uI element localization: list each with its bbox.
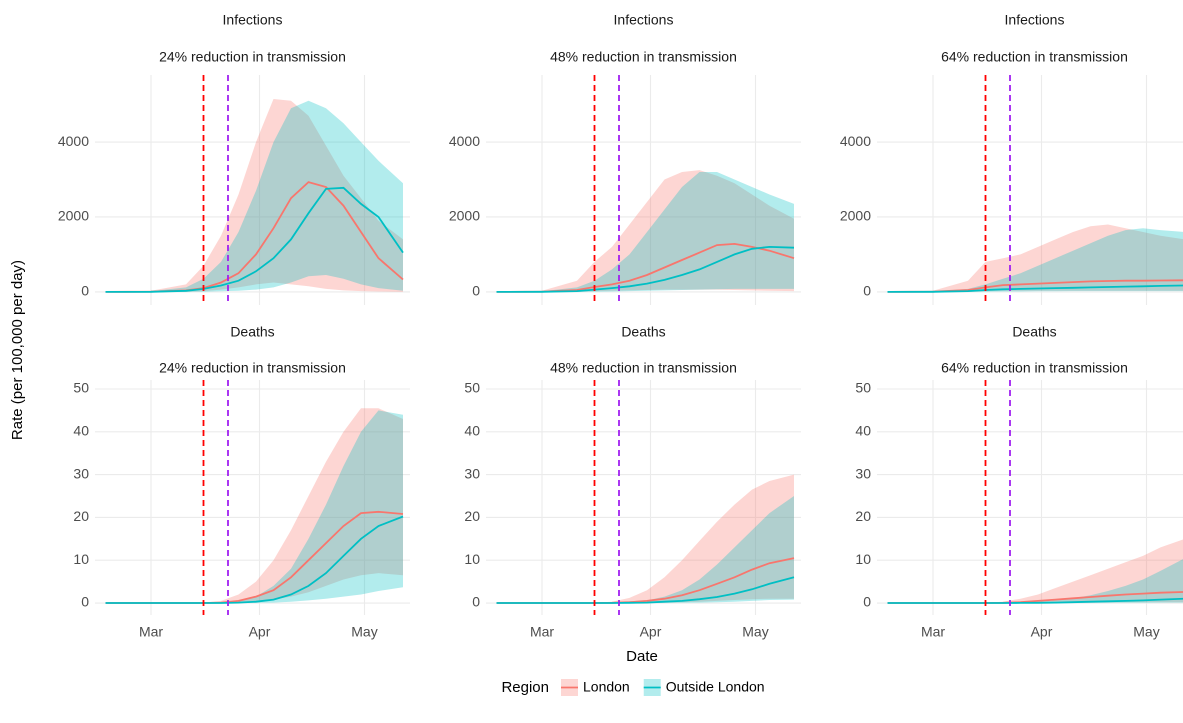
facet-title: Deaths <box>1012 324 1056 340</box>
legend-title: Region <box>501 679 549 696</box>
y-tick-label: 10 <box>464 551 480 567</box>
y-tick-label: 2000 <box>840 208 871 224</box>
y-tick-label: 20 <box>464 508 480 524</box>
y-tick-label: 0 <box>863 594 871 610</box>
x-tick-label: Apr <box>1031 624 1053 640</box>
facet-subtitle: 24% reduction in transmission <box>159 360 346 376</box>
ribbon <box>105 410 403 603</box>
x-tick-label: Mar <box>530 624 554 640</box>
ribbon <box>496 474 794 603</box>
facet-title: Deaths <box>230 324 274 340</box>
line <box>887 597 1183 604</box>
ribbon <box>887 224 1183 292</box>
x-tick-label: Apr <box>640 624 662 640</box>
facet-subtitle: 64% reduction in transmission <box>941 360 1128 376</box>
facet-title: Infections <box>1005 12 1065 28</box>
ribbon <box>496 172 794 292</box>
facet-title: Deaths <box>621 324 665 340</box>
ribbon <box>887 559 1183 603</box>
y-tick-label: 2000 <box>58 208 89 224</box>
y-tick-label: 10 <box>73 551 89 567</box>
y-tick-label: 30 <box>464 465 480 481</box>
line <box>496 245 795 293</box>
y-tick-label: 0 <box>81 283 89 299</box>
line <box>105 186 404 293</box>
y-tick-label: 4000 <box>840 133 871 149</box>
y-tick-label: 0 <box>472 594 480 610</box>
x-tick-label: Mar <box>139 624 163 640</box>
x-tick-label: May <box>1133 624 1159 640</box>
y-axis-title: Rate (per 100,000 per day) <box>9 260 26 440</box>
y-tick-label: 50 <box>855 380 871 396</box>
facet-subtitle: 64% reduction in transmission <box>941 49 1128 65</box>
y-tick-label: 4000 <box>449 133 480 149</box>
ribbon <box>105 99 403 292</box>
line <box>105 515 404 604</box>
y-tick-label: 4000 <box>58 133 89 149</box>
y-tick-label: 0 <box>81 594 89 610</box>
x-tick-label: May <box>742 624 768 640</box>
line <box>496 576 795 604</box>
facet-title: Infections <box>614 12 674 28</box>
y-tick-label: 40 <box>73 422 89 438</box>
ribbon <box>887 228 1183 292</box>
facet-subtitle: 48% reduction in transmission <box>550 49 737 65</box>
ribbon <box>496 496 794 603</box>
y-tick-label: 50 <box>464 380 480 396</box>
y-tick-label: 2000 <box>449 208 480 224</box>
x-tick-label: May <box>351 624 377 640</box>
x-tick-label: Apr <box>249 624 271 640</box>
facet-subtitle: 48% reduction in transmission <box>550 360 737 376</box>
y-tick-label: 0 <box>863 283 871 299</box>
ribbon <box>887 539 1183 603</box>
y-tick-label: 30 <box>855 465 871 481</box>
legend-label: London <box>583 679 630 695</box>
y-tick-label: 10 <box>855 551 871 567</box>
x-tick-label: Mar <box>921 624 945 640</box>
ribbon <box>105 408 403 603</box>
facet-title: Infections <box>223 12 283 28</box>
legend-label: Outside London <box>666 679 765 695</box>
y-tick-label: 0 <box>472 283 480 299</box>
line <box>887 279 1183 293</box>
line <box>887 284 1183 293</box>
facet-subtitle: 24% reduction in transmission <box>159 49 346 65</box>
x-axis-title: Date <box>626 648 658 665</box>
y-tick-label: 20 <box>73 508 89 524</box>
y-tick-label: 50 <box>73 380 89 396</box>
y-tick-label: 30 <box>73 465 89 481</box>
line <box>496 242 795 293</box>
ribbon <box>105 100 403 292</box>
y-tick-label: 20 <box>855 508 871 524</box>
y-tick-label: 40 <box>855 422 871 438</box>
y-tick-label: 40 <box>464 422 480 438</box>
